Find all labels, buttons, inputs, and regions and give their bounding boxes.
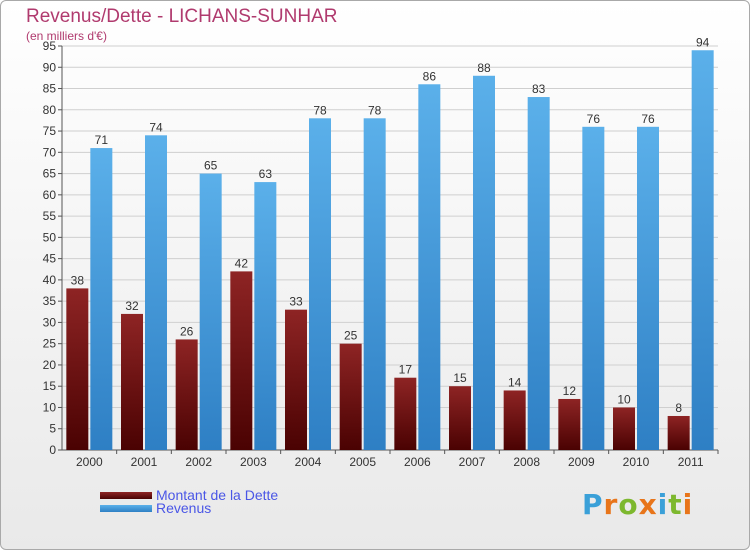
revenue-bar [90, 148, 113, 450]
y-tick-label: 90 [43, 60, 57, 74]
data-label: 17 [399, 363, 413, 377]
x-tick-label: 2009 [568, 455, 595, 469]
debt-bar [558, 398, 581, 450]
data-label: 14 [508, 375, 522, 389]
debt-bar [394, 377, 417, 450]
chart-title: Revenus/Dette - LICHANS-SUNHAR [26, 6, 338, 27]
x-tick-label: 2010 [623, 455, 650, 469]
revenue-bar [309, 118, 331, 450]
data-label: 94 [696, 35, 710, 49]
logo-letter: r [603, 488, 619, 521]
legend-label-debt: Montant de la Dette [156, 487, 279, 503]
y-tick-label: 40 [43, 273, 57, 287]
debt-bar [503, 390, 526, 450]
data-labels: 38 71 32 74 26 65 42 63 33 78 25 78 17 86 15 88 14 83 12 76… [71, 35, 710, 415]
y-tick-label: 70 [43, 145, 57, 159]
y-tick-label: 30 [43, 315, 57, 329]
data-label: 10 [617, 392, 631, 406]
x-tick-label: 2002 [185, 455, 212, 469]
y-tick-label: 5 [49, 422, 56, 436]
data-label: 8 [675, 401, 682, 415]
y-tick-label: 95 [43, 39, 57, 53]
revenue-bar [254, 182, 277, 450]
revenue-bar [527, 97, 550, 450]
debt-bar [121, 313, 143, 450]
revenue-bar [363, 118, 386, 450]
data-label: 83 [532, 82, 546, 96]
data-label: 76 [641, 112, 655, 126]
data-label: 32 [125, 299, 139, 313]
data-label: 38 [71, 273, 85, 287]
logo-letter: i [682, 488, 694, 521]
data-label: 78 [368, 103, 382, 117]
y-tick-label: 50 [43, 230, 57, 244]
data-label: 33 [289, 295, 303, 309]
revenue-bar [637, 126, 659, 451]
revenue-bar [582, 126, 605, 451]
logo-letter: t [668, 488, 683, 521]
y-tick-label: 65 [43, 167, 57, 181]
y-tick-label: 20 [43, 358, 57, 372]
x-tick-label: 2000 [76, 455, 103, 469]
x-tick-label: 2004 [295, 455, 322, 469]
y-tick-label: 75 [43, 124, 57, 138]
data-label: 25 [344, 329, 358, 343]
debt-bar [339, 343, 362, 450]
x-tick-label: 2007 [459, 455, 486, 469]
logo-letter: P [582, 488, 604, 521]
proxiti-logo: Proxiti [582, 488, 693, 521]
logo-letter: o [618, 488, 639, 521]
bars [66, 50, 714, 451]
axes: 0 5 10 15 20 25 30 35 40 45 50 55 60 65 70 75 80 85 90 95 20… [43, 39, 719, 469]
debt-bar [667, 415, 690, 450]
revenue-bar [199, 173, 222, 450]
y-tick-label: 10 [43, 400, 57, 414]
data-label: 26 [180, 324, 194, 338]
y-tick-label: 60 [43, 188, 57, 202]
data-label: 74 [149, 120, 163, 134]
x-tick-label: 2006 [404, 455, 431, 469]
legend-swatch-debt [100, 492, 152, 499]
data-label: 76 [587, 112, 601, 126]
data-label: 88 [477, 61, 491, 75]
revenue-bar [473, 75, 495, 450]
debt-bar [230, 271, 253, 450]
debt-bar [285, 309, 307, 450]
data-label: 42 [235, 256, 249, 270]
grid-lines [62, 45, 718, 430]
y-tick-label: 45 [43, 252, 57, 266]
data-label: 78 [313, 103, 327, 117]
x-tick-label: 2003 [240, 455, 267, 469]
y-tick-label: 35 [43, 294, 57, 308]
y-tick-label: 85 [43, 82, 57, 96]
debt-bar [449, 386, 471, 450]
data-label: 15 [453, 371, 467, 385]
debt-bar [613, 407, 635, 450]
x-tick-label: 2001 [131, 455, 158, 469]
legend-swatch-revenue [100, 505, 152, 512]
revenue-bar [418, 84, 441, 450]
legend-label-revenue: Revenus [156, 500, 212, 516]
y-tick-label: 0 [49, 443, 56, 457]
data-label: 63 [259, 167, 273, 181]
revenue-bar [145, 135, 167, 450]
y-tick-label: 55 [43, 209, 57, 223]
y-tick-label: 25 [43, 337, 57, 351]
x-tick-label: 2008 [513, 455, 540, 469]
x-tick-label: 2005 [349, 455, 376, 469]
data-label: 71 [95, 133, 109, 147]
data-label: 65 [204, 159, 218, 173]
revenue-bar [691, 50, 714, 451]
x-tick-label: 2011 [678, 455, 704, 469]
data-label: 12 [563, 384, 577, 398]
y-tick-label: 15 [43, 379, 57, 393]
debt-bar [66, 288, 89, 450]
data-label: 86 [423, 69, 437, 83]
logo-letter: i [657, 488, 669, 521]
debt-bar [175, 339, 198, 450]
chart-subtitle: (en milliers d'€) [26, 29, 107, 43]
logo-letter: x [638, 488, 658, 521]
y-tick-label: 80 [43, 103, 57, 117]
